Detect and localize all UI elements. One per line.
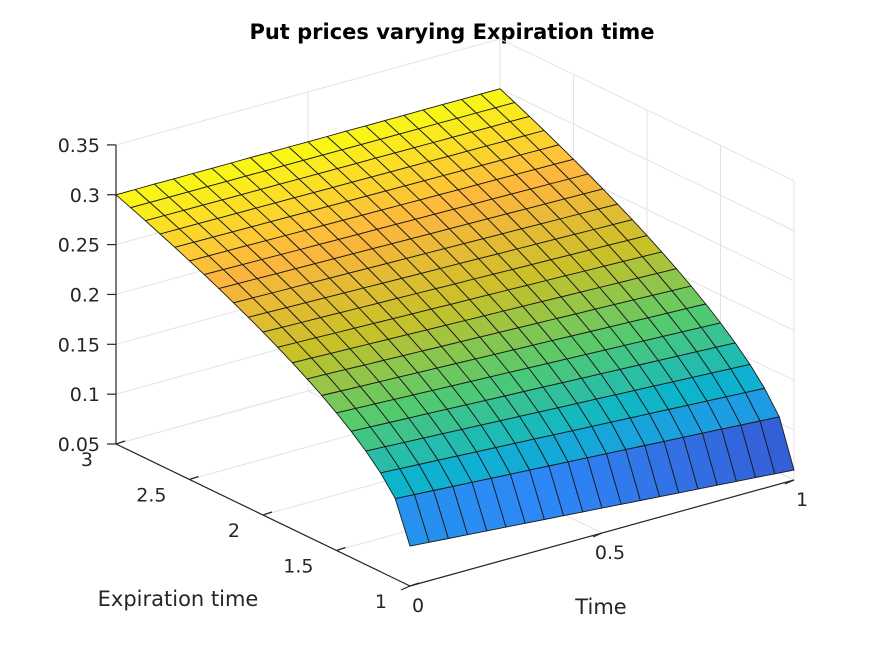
z-tick-label: 0.3 xyxy=(70,185,100,207)
y-tick-label: 3 xyxy=(81,449,93,471)
x-tick-label: 1 xyxy=(796,489,808,511)
x-tick-label: 0 xyxy=(412,595,424,617)
x-tick-mark xyxy=(592,532,603,538)
y-tick-mark xyxy=(262,511,273,516)
z-tick-label: 0.1 xyxy=(70,384,100,406)
z-tick-label: 0.35 xyxy=(58,135,100,157)
y-tick-label: 1.5 xyxy=(283,556,313,578)
axes-layer xyxy=(107,144,795,591)
chart-title: Put prices varying Expiration time xyxy=(249,20,654,44)
rightwall-grid-z xyxy=(499,38,795,182)
y-tick-label: 2.5 xyxy=(136,485,166,507)
y-axis-label: Expiration time xyxy=(98,587,259,611)
tick-labels: 0 0.5 1 1 1.5 2 2.5 30.05 0.1 0.15 0.2 0.25 0.3 0.35 xyxy=(58,135,808,617)
x-axis-label: Time xyxy=(574,595,626,619)
z-tick-label: 0.15 xyxy=(58,334,100,356)
z-tick-label: 0.25 xyxy=(58,235,100,257)
surface-mesh xyxy=(115,88,795,547)
y-tick-mark xyxy=(336,546,346,552)
y-tick-mark xyxy=(189,475,199,481)
rightwall-grid-z xyxy=(499,88,795,232)
z-tick-label: 0.05 xyxy=(58,434,100,456)
y-tick-label: 1 xyxy=(375,591,387,613)
backwall-grid-z xyxy=(115,38,501,146)
z-tick-label: 0.2 xyxy=(70,284,100,306)
x-tick-label: 0.5 xyxy=(595,542,625,564)
y-tick-mark xyxy=(409,582,420,587)
x-tick-mark xyxy=(400,585,411,591)
x-tick-mark xyxy=(784,479,795,485)
y-tick-label: 2 xyxy=(228,520,240,542)
surface-cell xyxy=(759,416,795,475)
y-tick-mark xyxy=(115,440,126,445)
